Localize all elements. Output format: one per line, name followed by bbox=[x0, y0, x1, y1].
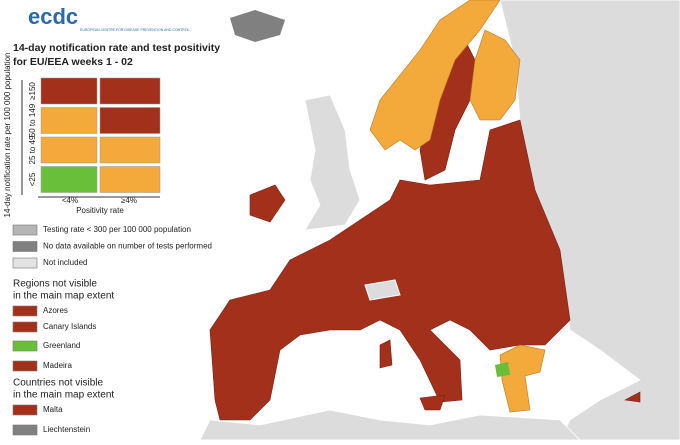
logo-name: ecdc bbox=[28, 4, 78, 29]
background-land bbox=[199, 0, 680, 441]
matrix-row-label: 50 to 149 bbox=[28, 103, 37, 137]
legend-label: No data available on number of tests per… bbox=[43, 242, 212, 251]
legend-swatch bbox=[12, 305, 38, 317]
matrix-y-label: 14-day notification rate per 100 000 pop… bbox=[3, 52, 12, 217]
legend-label: Malta bbox=[43, 405, 63, 414]
sardinia bbox=[379, 339, 393, 369]
section-heading: Regions not visible bbox=[13, 279, 97, 290]
legend-swatch bbox=[12, 257, 38, 269]
legend-swatch bbox=[12, 424, 38, 436]
switzerland bbox=[364, 279, 401, 301]
uk-land bbox=[304, 94, 361, 231]
matrix-row-label: <25 bbox=[28, 172, 37, 186]
iceland bbox=[230, 10, 285, 42]
legend-swatch bbox=[12, 404, 38, 416]
section-heading: in the main map extent bbox=[13, 291, 114, 302]
legend-label: Testing rate < 300 per 100 000 populatio… bbox=[43, 225, 191, 234]
matrix-cell bbox=[99, 107, 161, 134]
africa-land bbox=[199, 409, 581, 441]
legend-label: Greenland bbox=[43, 341, 80, 350]
finland bbox=[469, 29, 521, 121]
logo: ecdc EUROPEAN CENTRE FOR DISEASE PREVENT… bbox=[28, 4, 190, 32]
legend-swatch bbox=[12, 340, 38, 352]
matrix-row-label: 25 to 49 bbox=[28, 135, 37, 164]
section-heading: Countries not visible bbox=[13, 378, 103, 389]
title-line: 14-day notification rate and test positi… bbox=[13, 42, 220, 54]
legend-swatch bbox=[12, 224, 38, 236]
matrix-cell bbox=[99, 166, 161, 193]
logo-subtitle: EUROPEAN CENTRE FOR DISEASE PREVENTION A… bbox=[80, 28, 190, 32]
north-macedonia bbox=[495, 362, 510, 377]
title-line: for EU/EEA weeks 1 - 02 bbox=[13, 56, 133, 68]
matrix-x-label: Positivity rate bbox=[76, 206, 124, 215]
matrix-cell bbox=[99, 77, 161, 105]
sicily bbox=[419, 394, 446, 411]
legend-swatch bbox=[12, 321, 38, 333]
legend-label: Liechtenstein bbox=[43, 425, 90, 434]
matrix-col-label: ≥4% bbox=[121, 196, 137, 205]
matrix-cell bbox=[99, 136, 161, 164]
legend-swatch bbox=[12, 241, 38, 252]
matrix-cell bbox=[40, 136, 98, 164]
legend-label: Azores bbox=[43, 306, 68, 315]
cyprus bbox=[624, 391, 641, 403]
continent bbox=[209, 119, 571, 421]
matrix-col-label: <4% bbox=[62, 196, 78, 205]
orange-countries bbox=[369, 0, 546, 413]
matrix-cell bbox=[40, 77, 98, 105]
legend-label: Madeira bbox=[43, 361, 72, 370]
legend-label: Not included bbox=[43, 258, 87, 267]
red-countries bbox=[209, 39, 641, 421]
norway bbox=[369, 0, 501, 151]
section-heading: in the main map extent bbox=[13, 390, 114, 401]
matrix-cell bbox=[40, 166, 98, 193]
legend-label: Canary Islands bbox=[43, 322, 96, 331]
greece bbox=[499, 344, 546, 413]
ireland bbox=[249, 184, 286, 223]
matrix-row-label: ≥150 bbox=[28, 82, 37, 100]
legend-swatch bbox=[12, 360, 38, 372]
matrix-cell bbox=[40, 107, 98, 134]
